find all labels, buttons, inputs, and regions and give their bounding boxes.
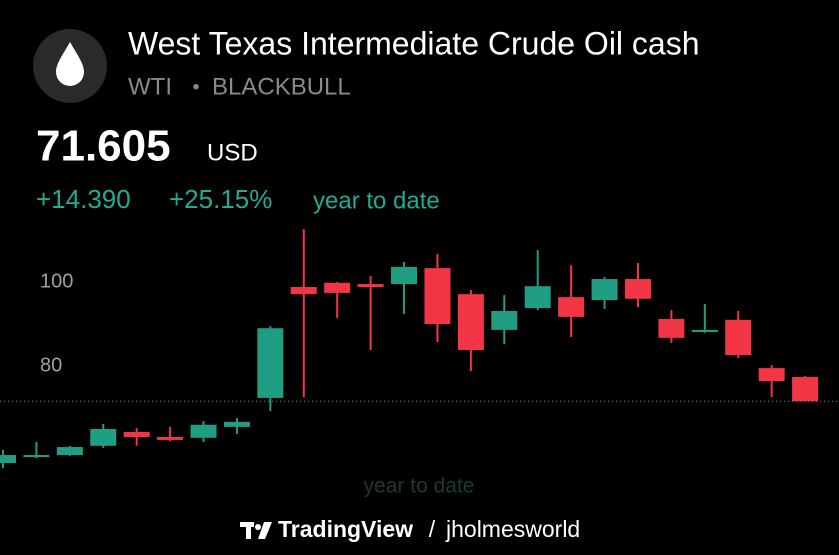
candle-body [624,279,651,299]
candle-body [324,282,351,293]
candle-body [524,286,551,309]
brand: TradingView [278,516,413,542]
price: 71.605 [36,122,171,171]
candle-body [491,310,518,330]
change: +14.390 [36,184,131,214]
change-percent: +25.15% [169,184,272,214]
candle-body [691,329,718,332]
candle-body [758,368,785,382]
watermark: year to date [364,475,475,498]
candle-body [56,447,83,456]
period: year to date [313,187,440,214]
candle-body [424,268,451,324]
candle-body [391,266,418,285]
candle-body [558,297,585,317]
candle-body [658,318,685,338]
candle-body [0,455,16,464]
symbol: WTI [128,73,172,100]
separator: • [192,76,199,98]
logo [240,522,272,539]
logo-slant [258,522,272,539]
candle-body [290,287,317,295]
currency: USD [207,139,258,166]
y-tick-label: 80 [40,354,62,376]
candle-body [357,284,384,288]
candle-body [23,455,50,458]
candle-body [725,319,752,356]
candle-body [157,436,184,440]
author: jholmesworld [445,516,580,542]
candle-body [223,421,250,427]
exchange: BLACKBULL [212,73,351,100]
logo-stem [246,522,251,539]
candle-body [257,328,284,398]
candle-body [591,279,618,301]
y-tick-label: 100 [40,270,73,292]
candle-body [457,294,484,351]
logo-dot [255,524,261,530]
candle-body [190,424,217,438]
drop-icon [56,42,84,86]
chart-title: West Texas Intermediate Crude Oil cash [128,25,700,61]
candle-body [123,431,150,437]
candle-body [792,376,819,402]
candle-body [90,429,117,446]
footer-separator: / [429,516,436,542]
